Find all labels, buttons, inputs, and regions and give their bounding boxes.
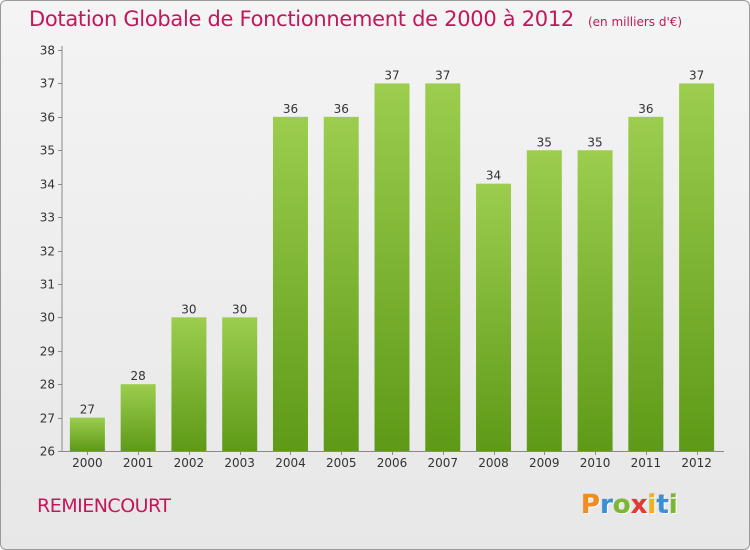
y-tick-label: 30	[40, 311, 55, 325]
data-label-2011: 36	[638, 102, 653, 116]
logo-letter: t	[656, 490, 669, 520]
x-tick-label-2000: 2000	[72, 456, 103, 470]
bar-2002	[171, 317, 207, 451]
bar-2011	[628, 116, 664, 451]
y-tick-label: 34	[40, 178, 55, 192]
data-label-2003: 30	[232, 302, 247, 316]
logo-letter: x	[630, 490, 648, 520]
y-tick-label: 31	[40, 278, 55, 292]
bar-2001	[120, 384, 156, 451]
data-label-2002: 30	[181, 302, 196, 316]
data-label-2004: 36	[283, 102, 298, 116]
bar-2005	[323, 116, 359, 451]
bar-2006	[374, 83, 410, 452]
x-tick-label-2005: 2005	[326, 456, 357, 470]
y-tick-label: 38	[40, 44, 55, 58]
y-tick-label: 33	[40, 211, 55, 225]
y-tick-label: 28	[40, 378, 55, 392]
y-tick-label: 27	[40, 412, 55, 426]
bar-2000	[69, 417, 105, 451]
y-tick-label: 26	[40, 445, 55, 459]
y-tick-label: 37	[40, 77, 55, 91]
bar-2007	[425, 83, 461, 452]
bar-2004	[272, 116, 308, 451]
x-tick-label-2008: 2008	[478, 456, 509, 470]
bar-2009	[526, 150, 562, 451]
data-label-2006: 37	[384, 68, 399, 82]
x-tick-label-2003: 2003	[224, 456, 255, 470]
logo-letter: i	[668, 490, 678, 520]
data-label-2012: 37	[689, 68, 704, 82]
data-label-2009: 35	[537, 135, 552, 149]
bar-2010	[577, 150, 613, 451]
data-label-2001: 28	[131, 369, 146, 383]
data-label-2000: 27	[80, 403, 95, 417]
data-label-2005: 36	[334, 102, 349, 116]
bar-2003	[222, 317, 258, 451]
logo-letter: i	[647, 490, 657, 520]
x-tick-label-2006: 2006	[377, 456, 408, 470]
y-tick-label: 36	[40, 111, 55, 125]
y-tick-label: 35	[40, 144, 55, 158]
commune-name: REMIENCOURT	[37, 495, 171, 517]
proxiti-logo: Proxiti	[581, 490, 678, 520]
chart-title-row: Dotation Globale de Fonctionnement de 20…	[29, 7, 682, 31]
x-tick-label-2010: 2010	[580, 456, 611, 470]
data-label-2010: 35	[587, 135, 602, 149]
data-label-2007: 37	[435, 68, 450, 82]
chart-title: Dotation Globale de Fonctionnement de 20…	[29, 7, 574, 31]
logo-letter: P	[581, 490, 601, 520]
x-tick-label-2004: 2004	[275, 456, 306, 470]
x-tick-label-2009: 2009	[529, 456, 560, 470]
y-tick-label: 32	[40, 245, 55, 259]
y-tick-label: 29	[40, 345, 55, 359]
bar-2012	[679, 83, 715, 452]
x-tick-label-2012: 2012	[681, 456, 712, 470]
x-tick-label-2007: 2007	[427, 456, 458, 470]
chart-subtitle: (en milliers d'€)	[587, 15, 683, 29]
logo-letter: r	[600, 490, 613, 520]
logo-letter: o	[612, 490, 631, 520]
bar-2008	[476, 183, 512, 451]
x-tick-label-2001: 2001	[123, 456, 154, 470]
x-tick-label-2002: 2002	[174, 456, 205, 470]
data-label-2008: 34	[486, 169, 501, 183]
x-tick-label-2011: 2011	[631, 456, 662, 470]
